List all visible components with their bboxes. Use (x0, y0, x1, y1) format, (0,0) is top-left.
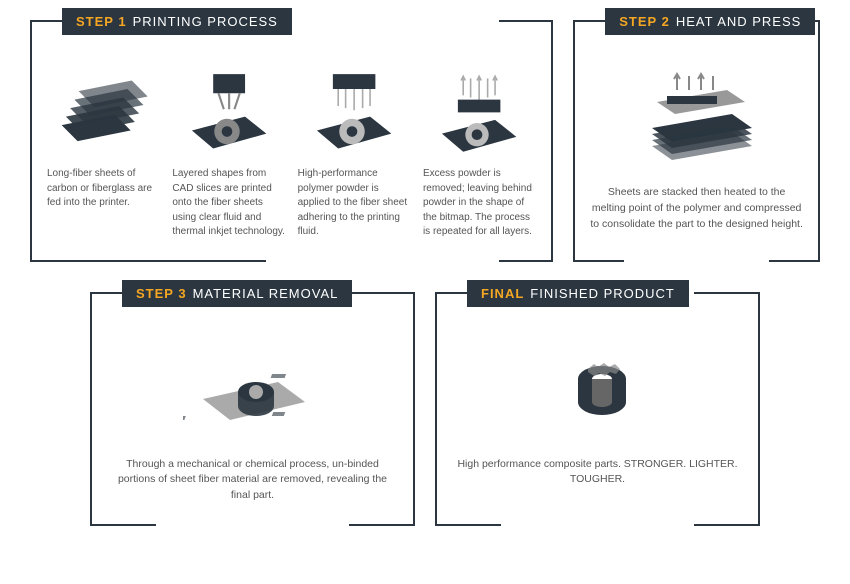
step1-cap-3: High-performance polymer powder is appli… (298, 167, 411, 240)
final-panel: FINALFINISHED PRODUCT High performance c… (435, 292, 760, 526)
step3-panel: STEP 3MATERIAL REMOVAL Through a mechani… (90, 292, 415, 526)
step2-tag: STEP 2HEAT AND PRESS (605, 8, 815, 35)
step3-tag: STEP 3MATERIAL REMOVAL (122, 280, 352, 307)
final-cap: High performance composite parts. STRONG… (452, 457, 743, 489)
step1-col-2: Layered shapes from CAD slices are print… (172, 72, 285, 240)
remove-icon (423, 72, 536, 157)
removal-icon (183, 344, 323, 439)
step1-col-3: High-performance polymer powder is appli… (298, 72, 411, 240)
step2-panel: STEP 2HEAT AND PRESS Sheets are stacked … (573, 20, 820, 262)
print-icon (172, 72, 285, 157)
step1-panel: STEP 1PRINTING PROCESS Long-fiber sheets… (30, 20, 553, 262)
step3-cap: Through a mechanical or chemical process… (107, 457, 398, 504)
product-icon (528, 344, 668, 439)
sheets-icon (47, 72, 160, 157)
step1-cap-2: Layered shapes from CAD slices are print… (172, 167, 285, 240)
final-tag: FINALFINISHED PRODUCT (467, 280, 689, 307)
step2-cap: Sheets are stacked then heated to the me… (590, 185, 803, 232)
press-icon (627, 72, 767, 167)
step1-col-4: Excess powder is removed; leaving behind… (423, 72, 536, 240)
step1-tag: STEP 1PRINTING PROCESS (62, 8, 292, 35)
step1-cap-1: Long-fiber sheets of carbon or fiberglas… (47, 167, 160, 211)
row-1: STEP 1PRINTING PROCESS Long-fiber sheets… (30, 20, 820, 262)
row-2: STEP 3MATERIAL REMOVAL Through a mechani… (30, 292, 820, 526)
powder-icon (298, 72, 411, 157)
step1-cap-4: Excess powder is removed; leaving behind… (423, 167, 536, 240)
step1-col-1: Long-fiber sheets of carbon or fiberglas… (47, 72, 160, 240)
step1-columns: Long-fiber sheets of carbon or fiberglas… (47, 72, 536, 240)
